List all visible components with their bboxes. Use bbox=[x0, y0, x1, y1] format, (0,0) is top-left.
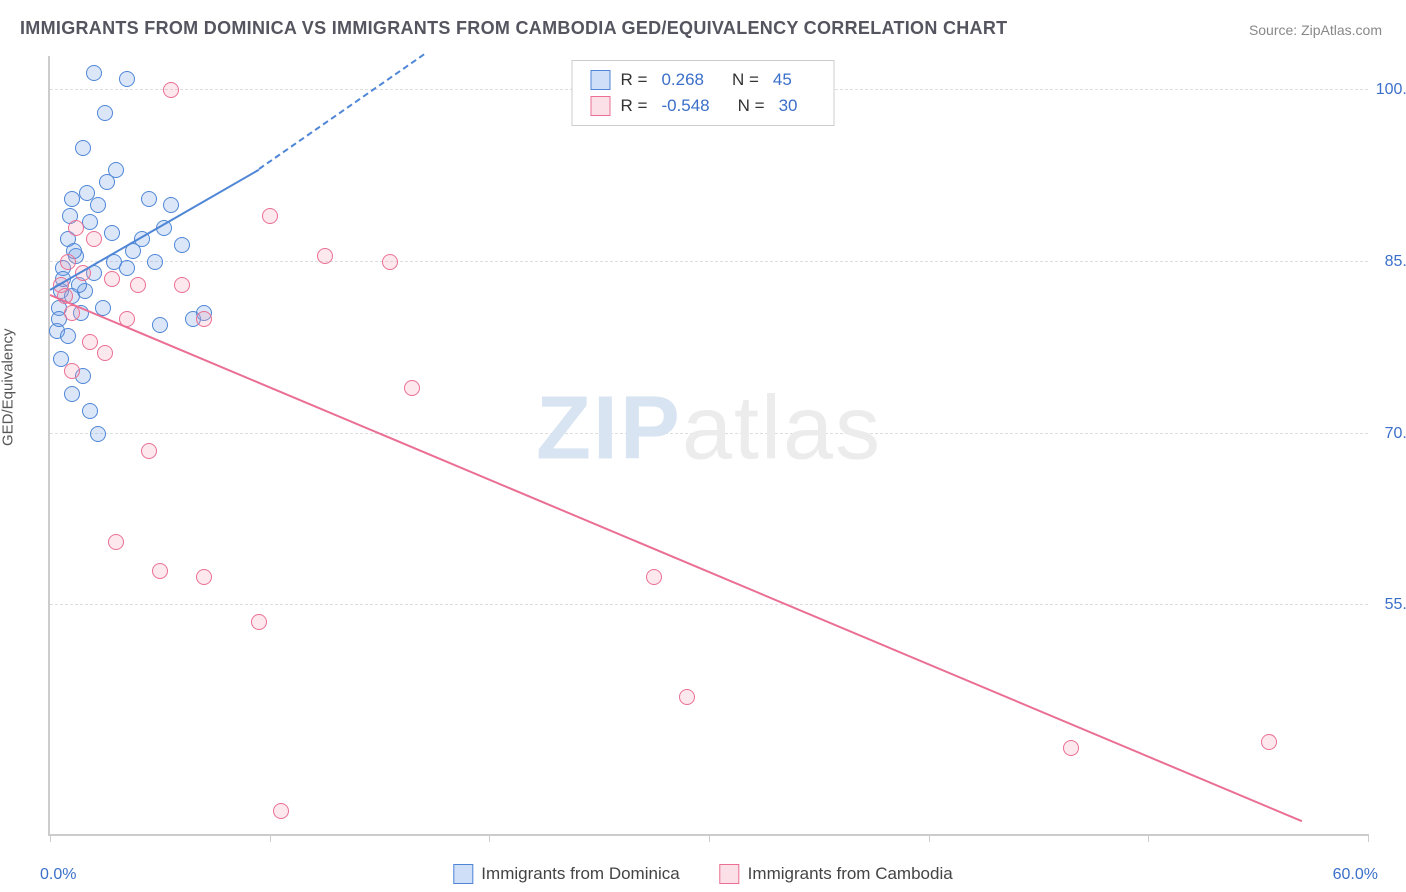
n-prefix: N = bbox=[738, 93, 765, 119]
scatter-point-cambodia bbox=[86, 231, 102, 247]
source-site: ZipAtlas.com bbox=[1301, 22, 1382, 38]
legend-row-dominica: R = 0.268 N = 45 bbox=[591, 67, 816, 93]
scatter-point-cambodia bbox=[679, 689, 695, 705]
r-value-dominica: 0.268 bbox=[661, 67, 704, 93]
n-prefix: N = bbox=[732, 67, 759, 93]
scatter-point-cambodia bbox=[174, 277, 190, 293]
correlation-legend: R = 0.268 N = 45 R = -0.548 N = 30 bbox=[572, 60, 835, 126]
swatch-cambodia bbox=[591, 96, 611, 116]
y-tick-label: 85.0% bbox=[1385, 253, 1406, 271]
r-prefix: R = bbox=[621, 93, 648, 119]
watermark-atlas: atlas bbox=[682, 379, 882, 479]
scatter-point-dominica bbox=[64, 191, 80, 207]
x-axis-max-label: 60.0% bbox=[1333, 866, 1378, 884]
scatter-point-cambodia bbox=[646, 569, 662, 585]
legend-item-cambodia: Immigrants from Cambodia bbox=[720, 864, 953, 884]
scatter-point-cambodia bbox=[1261, 734, 1277, 750]
scatter-point-cambodia bbox=[273, 803, 289, 819]
x-tick bbox=[270, 834, 271, 842]
x-tick bbox=[1148, 834, 1149, 842]
scatter-point-cambodia bbox=[404, 380, 420, 396]
swatch-cambodia-bottom bbox=[720, 864, 740, 884]
scatter-point-dominica bbox=[82, 403, 98, 419]
r-value-cambodia: -0.548 bbox=[661, 93, 709, 119]
scatter-point-dominica bbox=[163, 197, 179, 213]
scatter-point-cambodia bbox=[317, 248, 333, 264]
swatch-dominica-bottom bbox=[453, 864, 473, 884]
x-tick bbox=[929, 834, 930, 842]
series-label-dominica: Immigrants from Dominica bbox=[481, 864, 679, 884]
gridline bbox=[50, 604, 1368, 605]
scatter-point-dominica bbox=[60, 328, 76, 344]
scatter-point-cambodia bbox=[196, 311, 212, 327]
scatter-point-cambodia bbox=[1063, 740, 1079, 756]
scatter-point-dominica bbox=[141, 191, 157, 207]
scatter-point-cambodia bbox=[104, 271, 120, 287]
swatch-dominica bbox=[591, 70, 611, 90]
x-axis-min-label: 0.0% bbox=[40, 866, 76, 884]
scatter-point-cambodia bbox=[60, 254, 76, 270]
x-tick bbox=[709, 834, 710, 842]
scatter-point-dominica bbox=[64, 386, 80, 402]
n-value-dominica: 45 bbox=[773, 67, 792, 93]
x-tick bbox=[489, 834, 490, 842]
watermark-zip: ZIP bbox=[536, 379, 682, 479]
trend-line bbox=[50, 294, 1303, 822]
series-legend: Immigrants from Dominica Immigrants from… bbox=[453, 864, 952, 884]
scatter-point-cambodia bbox=[196, 569, 212, 585]
r-prefix: R = bbox=[621, 67, 648, 93]
scatter-point-dominica bbox=[97, 105, 113, 121]
scatter-point-dominica bbox=[152, 317, 168, 333]
x-tick bbox=[1368, 834, 1369, 842]
gridline bbox=[50, 433, 1368, 434]
scatter-point-cambodia bbox=[108, 534, 124, 550]
scatter-point-dominica bbox=[75, 140, 91, 156]
y-tick-label: 100.0% bbox=[1376, 81, 1406, 99]
scatter-point-dominica bbox=[147, 254, 163, 270]
series-label-cambodia: Immigrants from Cambodia bbox=[748, 864, 953, 884]
trend-line bbox=[258, 54, 424, 170]
scatter-point-cambodia bbox=[251, 614, 267, 630]
scatter-point-dominica bbox=[99, 174, 115, 190]
x-tick bbox=[50, 834, 51, 842]
scatter-point-dominica bbox=[86, 65, 102, 81]
scatter-point-dominica bbox=[90, 426, 106, 442]
scatter-point-cambodia bbox=[163, 82, 179, 98]
n-value-cambodia: 30 bbox=[779, 93, 798, 119]
legend-item-dominica: Immigrants from Dominica bbox=[453, 864, 679, 884]
scatter-point-dominica bbox=[79, 185, 95, 201]
scatter-point-cambodia bbox=[68, 220, 84, 236]
y-axis-title: GED/Equivalency bbox=[0, 328, 17, 446]
scatter-point-cambodia bbox=[64, 363, 80, 379]
legend-row-cambodia: R = -0.548 N = 30 bbox=[591, 93, 816, 119]
scatter-point-cambodia bbox=[130, 277, 146, 293]
scatter-plot-area: ZIPatlas 55.0%70.0%85.0%100.0% bbox=[48, 56, 1368, 836]
watermark: ZIPatlas bbox=[536, 378, 882, 481]
scatter-point-cambodia bbox=[262, 208, 278, 224]
scatter-point-cambodia bbox=[382, 254, 398, 270]
scatter-point-dominica bbox=[174, 237, 190, 253]
scatter-point-cambodia bbox=[141, 443, 157, 459]
scatter-point-dominica bbox=[104, 225, 120, 241]
scatter-point-cambodia bbox=[97, 345, 113, 361]
source-prefix: Source: bbox=[1249, 22, 1301, 38]
source-attribution: Source: ZipAtlas.com bbox=[1249, 22, 1382, 38]
chart-title: IMMIGRANTS FROM DOMINICA VS IMMIGRANTS F… bbox=[20, 18, 1007, 39]
scatter-point-cambodia bbox=[82, 334, 98, 350]
y-tick-label: 70.0% bbox=[1385, 425, 1406, 443]
scatter-point-cambodia bbox=[152, 563, 168, 579]
scatter-point-dominica bbox=[119, 71, 135, 87]
y-tick-label: 55.0% bbox=[1385, 596, 1406, 614]
gridline bbox=[50, 261, 1368, 262]
